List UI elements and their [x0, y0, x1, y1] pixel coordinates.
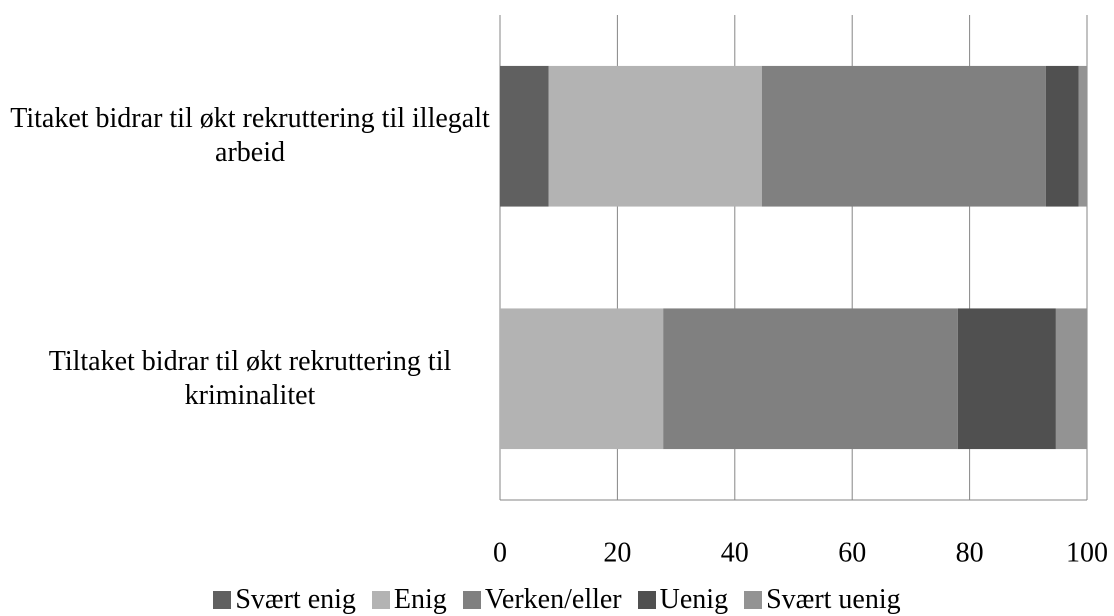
bar-segment: [761, 65, 1046, 207]
legend-label: Svært uenig: [766, 584, 901, 615]
legend-label: Uenig: [659, 584, 729, 615]
bar-segment: [1045, 65, 1079, 207]
x-tick-label: 20: [603, 537, 631, 568]
legend-label: Verken/eller: [484, 584, 622, 615]
x-tick-label: 40: [721, 537, 749, 568]
legend-item: Svært uenig: [744, 584, 901, 616]
bar-segment: [548, 65, 762, 207]
legend-item: Uenig: [637, 584, 729, 616]
legend-swatch: [744, 591, 763, 609]
bar-segment: [500, 65, 549, 207]
bar-segment: [1078, 65, 1087, 207]
legend-swatch: [637, 591, 656, 609]
category-label: Tiltaket bidrar til økt rekruttering til…: [48, 345, 452, 411]
x-tick-label: 60: [838, 537, 866, 568]
category-label: Titaket bidrar til økt rekruttering til …: [10, 103, 490, 169]
legend-item: Verken/eller: [462, 584, 622, 616]
legend-label: Enig: [393, 584, 447, 615]
bar-segment: [1055, 308, 1087, 450]
x-tick-label: 0: [493, 537, 507, 568]
bar-segment: [663, 308, 958, 450]
legend-item: Svært enig: [213, 584, 356, 616]
legend-label: Svært enig: [235, 584, 356, 615]
x-tick-label: 100: [1066, 537, 1108, 568]
legend-swatch: [371, 591, 390, 609]
bar-segment: [957, 308, 1056, 450]
legend-item: Enig: [371, 584, 447, 616]
legend: Svært enig Enig Verken/eller Uenig Svært uen…: [0, 584, 1114, 616]
legend-swatch: [462, 591, 481, 609]
x-tick-label: 80: [956, 537, 984, 568]
legend-swatch: [213, 591, 232, 609]
bar-segment: [500, 308, 664, 450]
